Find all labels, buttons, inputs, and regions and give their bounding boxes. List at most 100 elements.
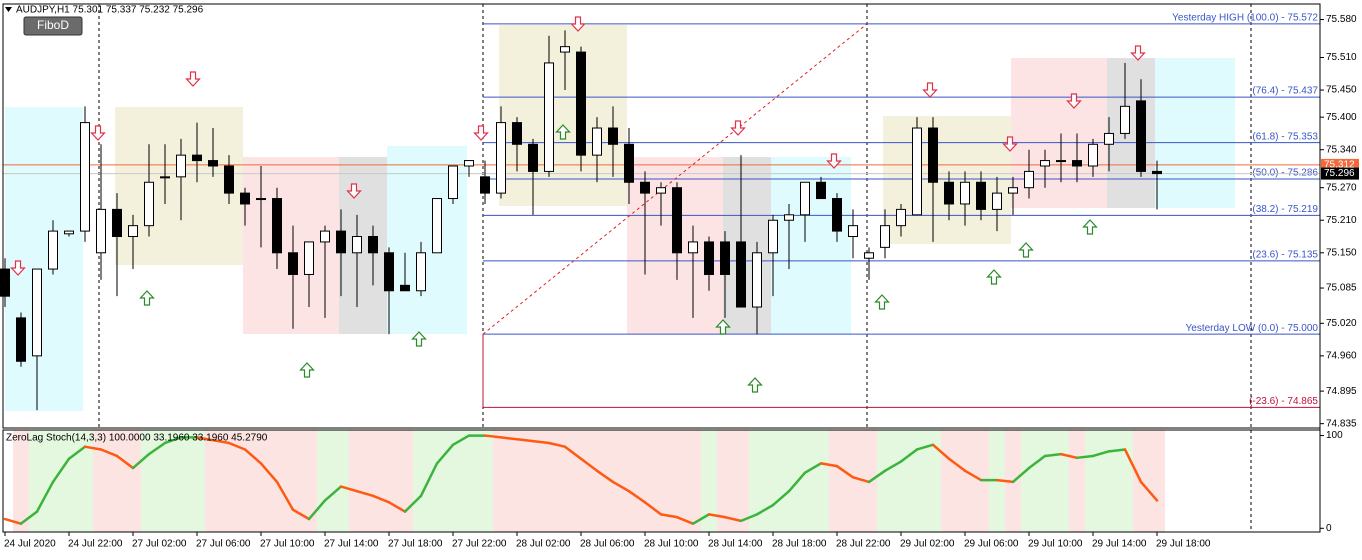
stoch-band (525, 430, 541, 532)
stoch-band (1053, 430, 1069, 532)
x-tick-label: 29 Jul 14:00 (1092, 539, 1147, 550)
x-tick-label: 28 Jul 02:00 (516, 539, 571, 550)
y-tick-label: 74.835 (1326, 418, 1357, 429)
stoch-band (397, 430, 413, 532)
stoch-segment (835, 464, 855, 479)
x-tick-label: 29 Jul 06:00 (964, 539, 1019, 550)
candle-body (656, 187, 666, 194)
candle-body (144, 181, 154, 227)
candle-body (272, 198, 282, 254)
stoch-segment (595, 469, 615, 484)
stoch-band (621, 430, 637, 532)
candle-body (0, 268, 10, 297)
candle-body (1008, 187, 1018, 194)
stoch-segment (435, 443, 455, 465)
candle-body (1104, 132, 1114, 145)
stoch-band (413, 430, 429, 532)
buy-arrow (139, 290, 155, 306)
candle-body (176, 154, 186, 178)
stoch-band (1037, 430, 1053, 532)
fibo-button-label[interactable]: FiboD (37, 18, 69, 32)
stoch-band (1117, 430, 1133, 532)
buy-arrow (747, 377, 763, 393)
candle-body (880, 225, 890, 248)
stoch-band (573, 430, 589, 532)
fibo-label: (38.2) - 75.219 (1252, 204, 1318, 215)
candle-body (256, 198, 266, 201)
stoch-band (381, 430, 397, 532)
x-tick-label: 27 Jul 18:00 (388, 539, 443, 550)
candle-body (1088, 143, 1098, 167)
candle-body (336, 230, 346, 254)
stoch-segment (499, 436, 519, 441)
stoch-band (637, 430, 653, 532)
candle-body (560, 46, 570, 53)
stoch-band (589, 430, 605, 532)
stoch-band (1069, 430, 1085, 532)
price-tag-label: 75.296 (1324, 168, 1355, 179)
stoch-segment (531, 439, 551, 445)
stoch-band (925, 430, 941, 532)
stoch-segment (355, 489, 375, 498)
fibo-label: (23.6) - 75.135 (1252, 250, 1318, 261)
candle-body (992, 192, 1002, 210)
sell-arrow (826, 153, 842, 169)
stoch-band (493, 430, 509, 532)
stoch-segment (515, 438, 535, 443)
stoch-band (477, 430, 493, 532)
header-triangle (5, 7, 12, 12)
candle-body (48, 230, 58, 270)
candle-body (384, 252, 394, 292)
candle-body (928, 127, 938, 183)
stoch-band (877, 430, 893, 532)
sell-arrow (346, 183, 362, 199)
stoch-segment (115, 454, 135, 470)
candle-body (96, 208, 106, 254)
buy-arrow (1018, 242, 1034, 258)
sell-arrow (10, 260, 26, 276)
buy-arrow (555, 124, 571, 140)
stoch-segment (883, 460, 903, 473)
fibo-button[interactable] (23, 16, 83, 36)
stoch-segment (899, 448, 919, 463)
stoch-segment (419, 462, 439, 498)
candle-body (704, 241, 714, 275)
x-tick-label: 27 Jul 06:00 (196, 539, 251, 550)
stoch-segment (771, 489, 791, 507)
sell-arrow (90, 125, 106, 141)
x-tick-label: 24 Jul 22:00 (68, 539, 123, 550)
stoch-segment (643, 501, 663, 516)
x-tick-label: 27 Jul 14:00 (324, 539, 379, 550)
stoch-segment (659, 513, 679, 519)
fibo-label: (76.4) - 75.437 (1252, 86, 1318, 97)
x-tick-label: 29 Jul 18:00 (1156, 539, 1211, 550)
fibo-label: Yesterday HIGH (100.0) - 75.572 (1172, 13, 1318, 24)
candle-body (1040, 160, 1050, 167)
stoch-segment (931, 443, 951, 460)
stoch-band (333, 430, 349, 532)
candle-body (160, 176, 170, 179)
candle-body (32, 268, 42, 357)
stoch-band (765, 430, 781, 532)
candle-body (768, 219, 778, 254)
candle-body (224, 165, 234, 194)
stoch-segment (403, 494, 423, 513)
fibo-trend (482, 23, 868, 335)
candle-body (1120, 105, 1130, 134)
candle-body (400, 284, 410, 292)
stoch-segment (323, 485, 343, 502)
stoch-band (461, 430, 477, 532)
y-tick-label: 75.340 (1326, 144, 1357, 155)
candle-body (816, 181, 826, 200)
y-tick-label: 75.270 (1326, 182, 1357, 193)
stoch-segment (1075, 454, 1095, 460)
y-tick-label: 75.580 (1326, 14, 1357, 25)
stoch-segment (1123, 448, 1143, 484)
fibo-label: Yesterday LOW (0.0) - 75.000 (1186, 323, 1319, 334)
stoch-band (701, 430, 717, 532)
stoch-title: ZeroLag Stoch(14,3,3) 100.0000 33.1960 3… (6, 433, 268, 444)
candle-body (912, 127, 922, 216)
candle-body (464, 160, 474, 167)
stoch-segment (19, 510, 39, 525)
stoch-segment (131, 452, 151, 470)
